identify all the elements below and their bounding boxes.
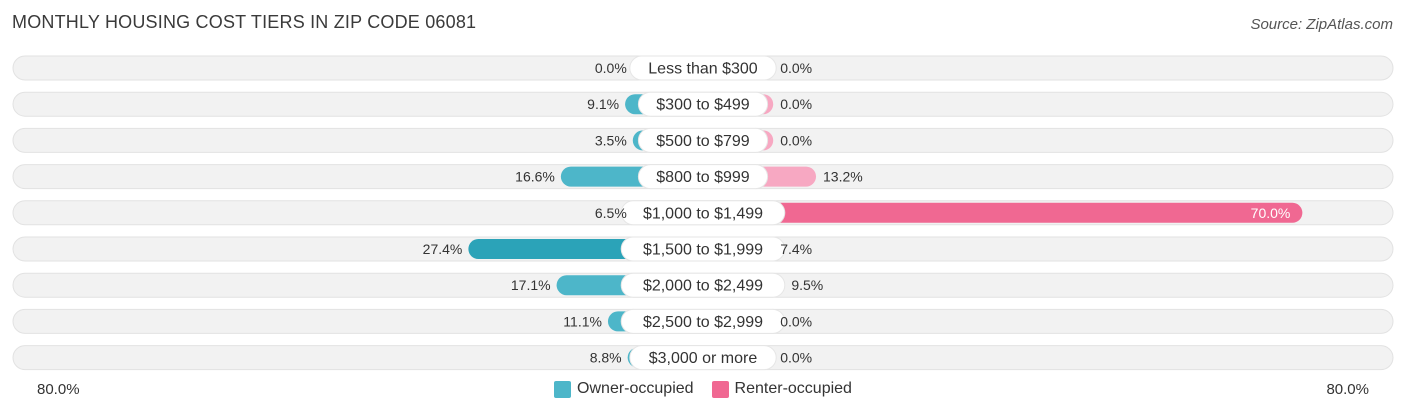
renter-swatch	[711, 380, 729, 398]
category-label: $500 to $799	[656, 133, 750, 150]
owner-value-label: 9.1%	[587, 96, 619, 112]
category-pill	[629, 345, 777, 371]
bar-chart: Less than $300 0.0% 0.0% $300 to $499 9.1% 0.…	[12, 55, 1394, 371]
category-pill	[620, 272, 786, 298]
category-label: $1,000 to $1,499	[643, 205, 763, 222]
axis-right-label: 80.0%	[1326, 381, 1369, 398]
renter-value-label: 0.0%	[780, 350, 812, 366]
category-label: $3,000 or more	[649, 350, 758, 367]
owner-swatch	[554, 380, 572, 398]
owner-value-label: 8.8%	[590, 350, 622, 366]
owner-value-label: 0.0%	[595, 60, 627, 76]
owner-value-label: 6.5%	[595, 205, 627, 221]
category-label: $2,000 to $2,499	[643, 278, 763, 295]
renter-bar	[703, 202, 1303, 223]
renter-value-label: 0.0%	[780, 60, 812, 76]
category-pill	[620, 200, 786, 226]
category-pill	[637, 127, 769, 153]
owner-value-label: 17.1%	[511, 277, 551, 293]
renter-value-label: 9.5%	[791, 277, 823, 293]
category-pill	[637, 164, 769, 190]
category-pill	[620, 308, 786, 334]
category-label: $2,500 to $2,999	[643, 314, 763, 331]
legend-renter-label: Renter-occupied	[734, 380, 852, 397]
category-label: $300 to $499	[656, 97, 750, 114]
renter-value-label: 70.0%	[1251, 205, 1291, 221]
chart-title: MONTHLY HOUSING COST TIERS IN ZIP CODE 0…	[12, 12, 477, 32]
category-pill	[620, 236, 786, 262]
category-pill	[637, 91, 769, 117]
legend-owner: Owner-occupied	[554, 380, 694, 398]
owner-value-label: 27.4%	[423, 241, 463, 257]
category-label: $1,500 to $1,999	[643, 242, 763, 259]
renter-value-label: 0.0%	[780, 96, 812, 112]
axis-left-label: 80.0%	[37, 381, 80, 398]
renter-value-label: 7.4%	[780, 241, 812, 257]
owner-value-label: 11.1%	[563, 313, 602, 329]
category-label: $800 to $999	[656, 169, 750, 186]
category-pill	[629, 55, 777, 81]
renter-value-label: 13.2%	[823, 169, 863, 185]
category-label: Less than $300	[648, 61, 758, 78]
renter-value-label: 0.0%	[780, 132, 812, 148]
owner-value-label: 16.6%	[515, 169, 555, 185]
renter-value-label: 0.0%	[780, 313, 812, 329]
legend-renter: Renter-occupied	[711, 380, 852, 398]
legend: Owner-occupied Renter-occupied	[0, 380, 1406, 398]
owner-value-label: 3.5%	[595, 132, 627, 148]
legend-owner-label: Owner-occupied	[577, 380, 694, 397]
source-credit: Source: ZipAtlas.com	[1250, 16, 1393, 33]
